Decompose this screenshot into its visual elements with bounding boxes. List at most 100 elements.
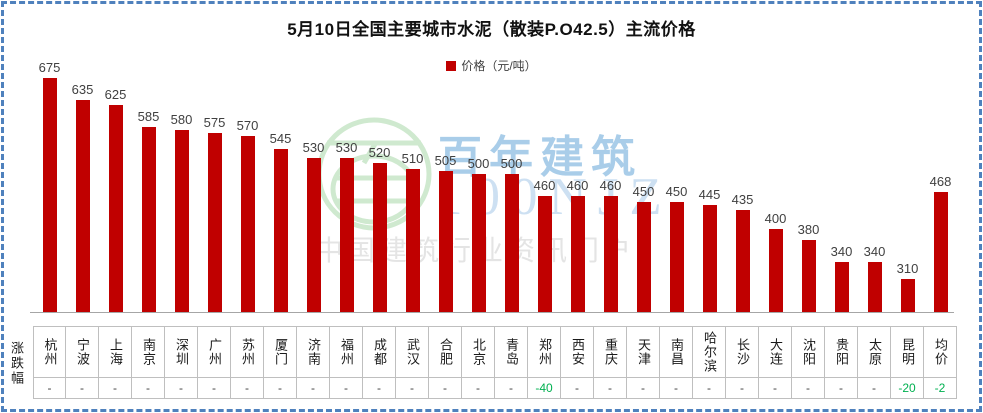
city-label: 合肥	[429, 326, 462, 378]
bar-column-南昌: 450	[660, 64, 693, 312]
bar-column-济南: 530	[297, 64, 330, 312]
city-label: 贵阳	[825, 326, 858, 378]
city-label: 广州	[198, 326, 231, 378]
change-value: -	[825, 378, 858, 399]
bar	[702, 205, 717, 312]
change-value: -	[165, 378, 198, 399]
bar-column-宁波: 635	[66, 64, 99, 312]
city-label: 太原	[858, 326, 891, 378]
bar-value-label: 340	[830, 244, 853, 259]
bar	[900, 279, 915, 312]
bar-value-label: 575	[203, 115, 226, 130]
bar-column-贵阳: 340	[825, 64, 858, 312]
city-label: 福州	[330, 326, 363, 378]
x-axis-line	[30, 312, 954, 313]
bar-value-label: 460	[599, 178, 622, 193]
bar-column-天津: 450	[627, 64, 660, 312]
bar	[801, 240, 816, 312]
change-value: -	[66, 378, 99, 399]
bar-column-大连: 400	[759, 64, 792, 312]
bar-value-label: 500	[500, 156, 523, 171]
city-label: 郑州	[528, 326, 561, 378]
legend-label: 价格（元/吨）	[461, 59, 537, 73]
bar-column-北京: 500	[462, 64, 495, 312]
bar-column-长沙: 435	[726, 64, 759, 312]
bar-value-label: 310	[896, 261, 919, 276]
city-label: 大连	[759, 326, 792, 378]
city-label: 天津	[627, 326, 660, 378]
change-value: -	[33, 378, 66, 399]
chart-title: 5月10日全国主要城市水泥（散装P.O42.5）主流价格	[287, 20, 696, 39]
bar-value-label: 450	[632, 184, 655, 199]
bar	[537, 196, 552, 312]
city-label: 南京	[132, 326, 165, 378]
bar-value-label: 635	[71, 82, 94, 97]
city-label: 沈阳	[792, 326, 825, 378]
city-label: 武汉	[396, 326, 429, 378]
change-value: -	[231, 378, 264, 399]
change-value: -	[660, 378, 693, 399]
bar	[108, 105, 123, 312]
bar-value-label: 625	[104, 87, 127, 102]
bar-value-label: 468	[929, 174, 952, 189]
change-value: -	[264, 378, 297, 399]
change-value: -	[792, 378, 825, 399]
bar-column-合肥: 505	[429, 64, 462, 312]
bar-column-沈阳: 380	[792, 64, 825, 312]
bar-column-广州: 575	[198, 64, 231, 312]
bar-value-label: 530	[302, 140, 325, 155]
bar-column-昆明: 310	[891, 64, 924, 312]
change-value: -	[330, 378, 363, 399]
bar-column-西安: 460	[561, 64, 594, 312]
change-value: -	[198, 378, 231, 399]
bar-column-太原: 340	[858, 64, 891, 312]
change-value: -	[132, 378, 165, 399]
change-value: -	[726, 378, 759, 399]
bar	[141, 127, 156, 312]
city-label: 南昌	[660, 326, 693, 378]
bar	[273, 149, 288, 312]
city-label: 上海	[99, 326, 132, 378]
change-value: -	[429, 378, 462, 399]
bar	[438, 171, 453, 312]
change-row: - - - - - - - - - - - - - - - -40- - - - - - - - - - -20 -2	[33, 378, 957, 399]
city-label: 宁波	[66, 326, 99, 378]
bar-value-label: 580	[170, 112, 193, 127]
change-value: -	[363, 378, 396, 399]
bar	[75, 100, 90, 312]
change-value: -	[99, 378, 132, 399]
bar	[471, 174, 486, 312]
bar-value-label: 510	[401, 151, 424, 166]
city-label: 长沙	[726, 326, 759, 378]
city-label: 均价	[924, 326, 957, 378]
bar-column-成都: 520	[363, 64, 396, 312]
bar-column-均价: 468	[924, 64, 957, 312]
change-value: -	[396, 378, 429, 399]
bar-value-label: 585	[137, 109, 160, 124]
bar-value-label: 380	[797, 222, 820, 237]
city-label: 昆明	[891, 326, 924, 378]
city-label: 西安	[561, 326, 594, 378]
bar	[669, 202, 684, 312]
bar-column-深圳: 580	[165, 64, 198, 312]
change-value: -	[495, 378, 528, 399]
change-value: -	[462, 378, 495, 399]
bar-column-武汉: 510	[396, 64, 429, 312]
bar	[603, 196, 618, 312]
bar-value-label: 545	[269, 131, 292, 146]
bar-column-郑州: 460	[528, 64, 561, 312]
bar	[405, 169, 420, 312]
change-value: -	[594, 378, 627, 399]
change-value: -	[561, 378, 594, 399]
bar	[240, 136, 255, 312]
bar	[504, 174, 519, 312]
bar	[372, 163, 387, 312]
bar-value-label: 570	[236, 118, 259, 133]
bar-value-label: 530	[335, 140, 358, 155]
chart-legend: 价格（元/吨）	[0, 57, 983, 74]
bar	[768, 229, 783, 312]
bar-value-label: 505	[434, 153, 457, 168]
city-label: 青岛	[495, 326, 528, 378]
city-label: 杭州	[33, 326, 66, 378]
